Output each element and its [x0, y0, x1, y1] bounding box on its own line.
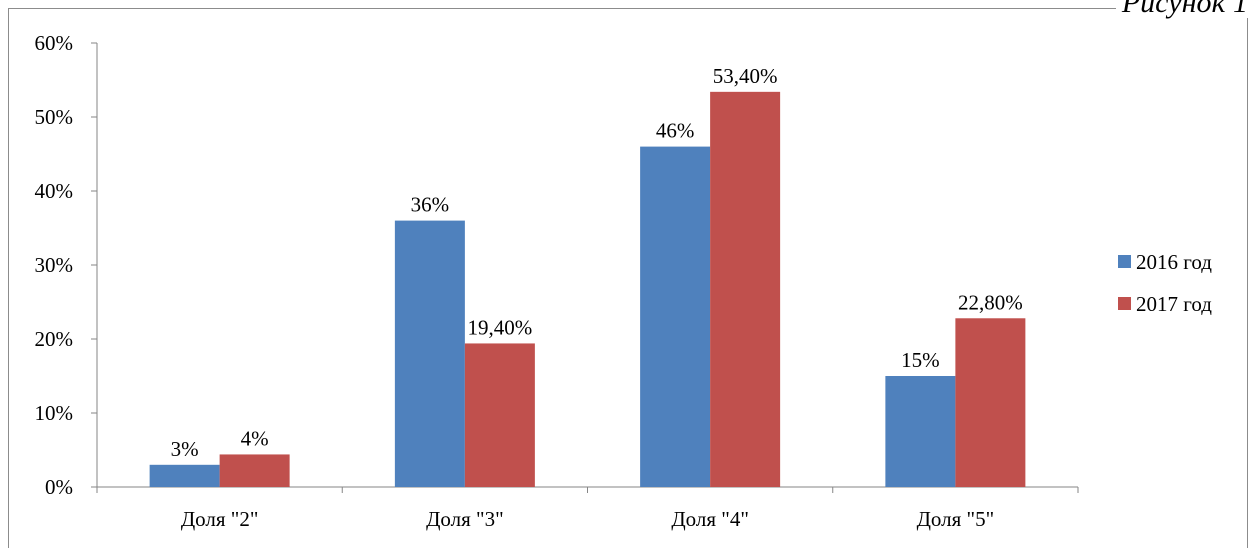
x-tick-label: Доля "3" [426, 507, 504, 531]
data-labels: 3% 36% 46% 15% 4% 19,40% 53,40% 22,80% [171, 64, 1023, 461]
y-tick-label: 20% [35, 327, 74, 351]
legend-label: 2017 год [1136, 292, 1212, 316]
y-tick-label: 10% [35, 401, 74, 425]
chart-frame [8, 8, 1248, 548]
bar-series-1 [885, 376, 956, 487]
legend: 2016 год 2017 год [1118, 250, 1212, 316]
data-label: 46% [656, 119, 695, 143]
bar-series-1 [394, 220, 465, 487]
bar-series-1 [640, 146, 711, 487]
data-label: 53,40% [713, 64, 778, 88]
data-label: 22,80% [958, 290, 1023, 314]
y-axis: 0% 10% 20% 30% 40% 50% 60% [35, 31, 98, 499]
bar-series-2 [710, 91, 781, 487]
legend-swatch [1118, 297, 1131, 310]
legend-label: 2016 год [1136, 250, 1212, 274]
x-tick-label: Доля "2" [181, 507, 259, 531]
y-tick-label: 30% [35, 253, 74, 277]
data-label: 3% [171, 437, 199, 461]
data-label: 4% [241, 426, 269, 450]
data-label: 19,40% [468, 315, 533, 339]
y-tick-label: 60% [35, 31, 74, 55]
x-axis: Доля "2" Доля "3" Доля "4" Доля "5" [96, 486, 1079, 531]
bar-series-2 [955, 318, 1026, 487]
y-tick-label: 50% [35, 105, 74, 129]
bar-series-1 [149, 464, 220, 487]
legend-swatch [1118, 255, 1131, 268]
data-label: 36% [411, 193, 450, 217]
x-tick-label: Доля "4" [671, 507, 749, 531]
y-tick-label: 40% [35, 179, 74, 203]
x-tick-label: Доля "5" [917, 507, 995, 531]
y-tick-label: 0% [45, 475, 73, 499]
data-label: 15% [901, 348, 940, 372]
bars [149, 91, 1026, 487]
figure-caption: Рисунок 1 [1115, 0, 1248, 18]
bar-series-2 [464, 343, 535, 487]
bar-series-2 [219, 454, 290, 487]
